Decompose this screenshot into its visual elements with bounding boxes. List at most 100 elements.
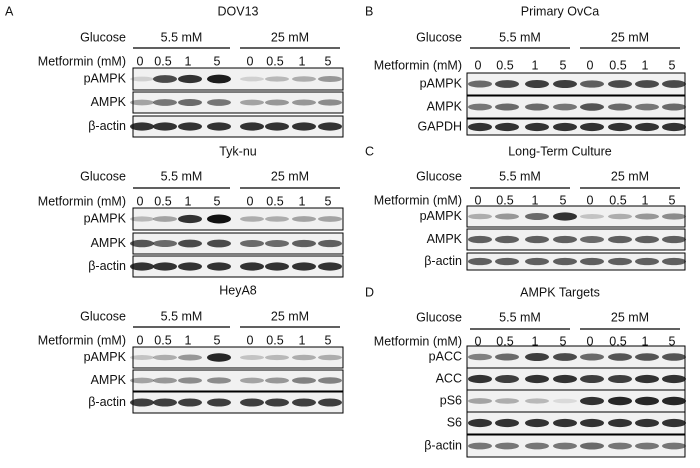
blot xyxy=(132,346,344,369)
band xyxy=(553,398,577,404)
dose-label: 0 xyxy=(247,194,254,208)
glucose-group: 5.5 mM xyxy=(499,169,541,183)
band xyxy=(240,377,264,384)
metformin-label: Metformin (mM) xyxy=(374,334,462,348)
band xyxy=(318,99,342,106)
dose-label: 0.5 xyxy=(154,54,171,68)
dose-label: 0.5 xyxy=(266,333,283,347)
glucose-label: Glucose xyxy=(416,310,462,324)
band xyxy=(318,216,342,222)
band xyxy=(495,235,519,244)
band xyxy=(468,103,492,111)
band xyxy=(153,216,177,222)
band xyxy=(662,442,686,450)
dose-label: 1 xyxy=(642,334,649,348)
band xyxy=(240,122,264,131)
band xyxy=(318,377,342,384)
band xyxy=(468,398,492,404)
band xyxy=(178,398,202,407)
band xyxy=(635,257,659,266)
band xyxy=(635,418,659,428)
band xyxy=(525,353,549,361)
band xyxy=(553,103,577,111)
row-label: AMPK xyxy=(91,236,127,250)
band xyxy=(662,418,686,428)
band xyxy=(130,99,154,106)
row-label: AMPK xyxy=(427,99,463,113)
dose-label: 5 xyxy=(669,58,676,72)
row-label: GAPDH xyxy=(418,119,462,133)
band xyxy=(178,239,202,248)
dose-label: 0.5 xyxy=(266,54,283,68)
glucose-label: Glucose xyxy=(80,169,126,183)
row-label: pAMPK xyxy=(84,350,127,364)
band xyxy=(265,122,289,131)
row-label: pAMPK xyxy=(420,76,463,90)
metformin-label: Metformin (mM) xyxy=(374,58,462,72)
dose-label: 0 xyxy=(247,54,254,68)
dose-label: 5 xyxy=(214,54,221,68)
band xyxy=(178,262,202,271)
dose-label: 5 xyxy=(214,333,221,347)
glucose-label: Glucose xyxy=(416,169,462,183)
band xyxy=(553,374,577,384)
band xyxy=(580,103,604,111)
band xyxy=(153,377,177,384)
glucose-group: 25 mM xyxy=(271,309,309,323)
band xyxy=(525,442,549,450)
band xyxy=(240,216,264,222)
dose-label: 5 xyxy=(669,193,676,207)
dose-label: 0 xyxy=(587,58,594,72)
band xyxy=(635,374,659,384)
band xyxy=(468,418,492,428)
dose-label: 0 xyxy=(475,334,482,348)
band xyxy=(525,398,549,404)
row-label: β-actin xyxy=(88,119,126,133)
metformin-label: Metformin (mM) xyxy=(374,193,462,207)
band xyxy=(635,122,659,132)
band xyxy=(265,76,289,82)
panel-letter: C xyxy=(365,144,374,158)
band xyxy=(178,377,202,384)
band xyxy=(468,442,492,450)
band xyxy=(240,398,264,407)
band xyxy=(318,354,342,361)
row-label: pAMPK xyxy=(84,211,127,225)
band xyxy=(207,262,231,271)
band xyxy=(608,213,632,220)
band xyxy=(608,442,632,450)
glucose-group: 25 mM xyxy=(611,310,649,324)
band xyxy=(130,216,154,222)
dose-label: 0.5 xyxy=(609,193,626,207)
dose-label: 0.5 xyxy=(496,58,513,72)
glucose-group: 5.5 mM xyxy=(499,30,541,44)
band xyxy=(662,396,686,406)
band xyxy=(525,418,549,428)
band xyxy=(662,353,686,361)
band xyxy=(553,235,577,244)
band xyxy=(468,374,492,384)
band xyxy=(635,213,659,220)
band xyxy=(635,396,659,406)
band xyxy=(635,235,659,244)
panel-title: Long-Term Culture xyxy=(508,144,612,158)
band xyxy=(608,103,632,111)
band xyxy=(178,214,202,224)
band xyxy=(525,235,549,244)
band xyxy=(240,76,264,82)
dose-label: 5 xyxy=(560,334,567,348)
band xyxy=(525,80,549,88)
band xyxy=(153,262,177,271)
dose-label: 5 xyxy=(325,333,332,347)
dose-label: 0 xyxy=(137,333,144,347)
dose-label: 0 xyxy=(475,58,482,72)
glucose-label: Glucose xyxy=(80,30,126,44)
band xyxy=(207,398,231,407)
row-label: ACC xyxy=(436,371,462,385)
metformin-label: Metformin (mM) xyxy=(38,194,126,208)
band xyxy=(153,122,177,131)
band xyxy=(468,235,492,244)
dose-label: 1 xyxy=(532,334,539,348)
row-label: AMPK xyxy=(427,232,463,246)
blot xyxy=(132,91,344,114)
